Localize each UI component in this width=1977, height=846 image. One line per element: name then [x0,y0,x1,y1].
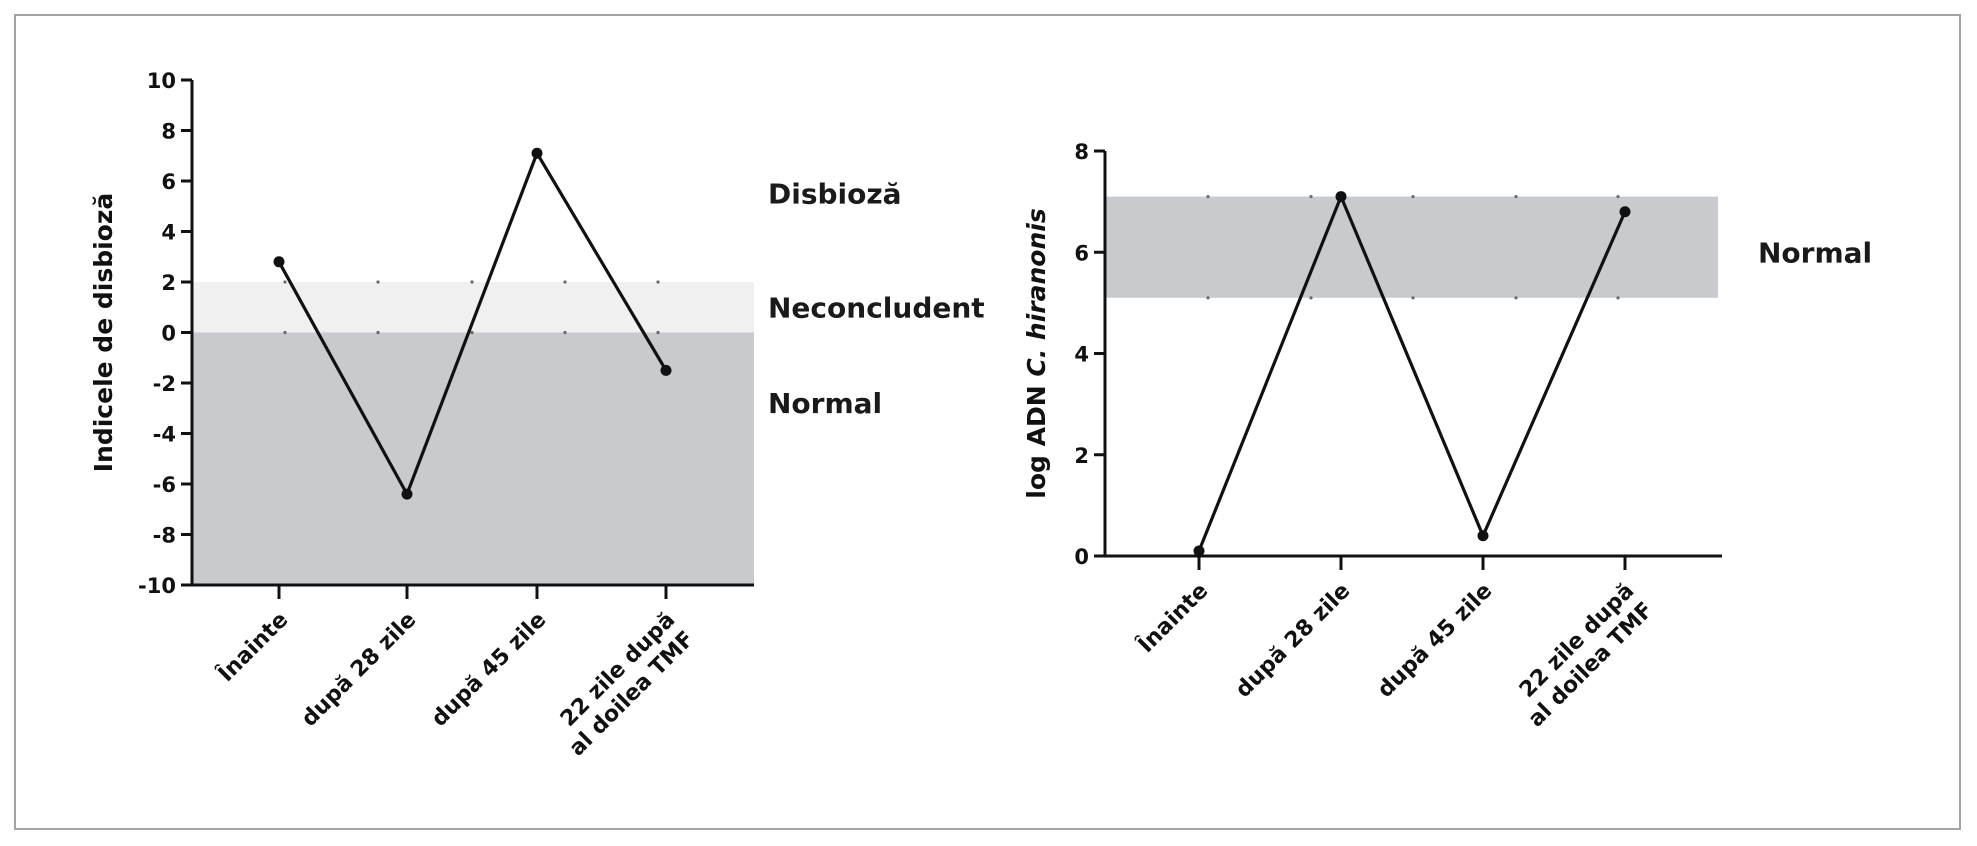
left-category-label: după 28 zile [297,608,421,732]
right-y-tick-label: 4 [1074,343,1089,367]
right-y-axis-title: log ADN C. hiranonis [1022,208,1051,498]
left-y-tick-label: 0 [161,322,176,346]
left-category-label-line: Înainte [213,607,293,687]
right-zone-edge-dot [1411,194,1415,199]
left-category-label: după 45 zile [427,608,551,732]
right-y-axis-title-prefix: log ADN [1022,377,1051,499]
left-y-axis-title: Indicele de disbioză [89,193,118,473]
left-zone-label: Normal [768,387,882,420]
left-zone-edge-dot [470,330,474,335]
left-data-point [273,256,285,268]
right-category-label-line: după 45 zile [1373,579,1497,703]
left-y-tick-label: -10 [138,574,176,598]
right-zone-edge-dot [1616,194,1620,199]
right-zone-edge-dot [1309,194,1313,199]
left-y-tick-label: 2 [161,271,176,295]
right-y-tick-label: 8 [1074,140,1089,164]
right-category-label: după 45 zile [1373,579,1497,703]
left-data-point [660,364,672,376]
dysbiosis-index-chart: 10 8 6 4 2 0 -2 -4 -6 -8 -10 Înainte după 28 zile dup… [89,69,985,761]
left-category-label-line: după 45 zile [427,608,551,732]
left-category-label: 22 zile dupăal doilea TMF [546,608,700,762]
right-data-point [1477,530,1489,542]
left-zone-edge-dot [656,330,660,335]
left-zone-edge-dot [283,280,287,284]
left-y-tick-label: 10 [147,69,176,93]
left-zone-edge-dot [283,330,287,335]
left-data-point [531,147,543,159]
right-zone-edge-dot [1616,296,1620,300]
left-zone-edge-dot [563,280,567,284]
left-zone-edge-dot [563,330,567,335]
left-y-tick-label: 6 [161,170,176,194]
left-data-point [401,488,413,500]
right-zone-edge-dot [1514,194,1518,199]
right-zone-edge-dot [1309,296,1313,300]
right-data-point [1193,545,1205,557]
right-zone-edge-dot [1206,296,1210,300]
right-data-point [1335,191,1347,203]
right-category-label-line: Înainte [1133,578,1213,658]
left-series-line [277,149,668,498]
right-series-line [1197,192,1627,552]
right-y-tick-label: 6 [1074,241,1089,265]
left-zone-edge-dot [376,280,380,284]
right-zone-label: Normal [1758,236,1872,269]
right-y-tick-label: 0 [1074,545,1089,569]
left-y-axis-title-text: Indicele de disbioză [89,193,118,473]
left-y-tick-label: -6 [153,473,176,497]
left-zone-edge-dot [376,330,380,335]
left-y-tick-label: 8 [161,120,176,144]
left-zone-dark-0 [192,332,754,585]
left-zone-label: Disbioză [768,178,902,211]
left-y-tick-label: -8 [153,524,176,548]
right-zone-edge-dot [1514,296,1518,300]
right-data-point [1619,206,1631,218]
left-zone-label: Neconcludent [768,291,985,324]
left-zone-edge-dot [470,280,474,284]
left-category-label: Înainte [213,607,293,687]
c-hiranonis-chart: 8 6 4 2 0 Înainte după 28 zile după 45 zile 22 z… [1022,140,1872,732]
left-y-tick-label: 4 [161,221,176,245]
left-y-tick-label: -4 [153,423,176,447]
right-category-label: Înainte [1133,578,1213,658]
right-zone-edge-dot [1206,194,1210,199]
right-y-axis-title-species: C. hiranonis [1022,208,1051,376]
left-y-tick-label: -2 [153,372,176,396]
right-category-label: după 28 zile [1231,579,1355,703]
right-y-tick-label: 2 [1074,444,1089,468]
left-zone-edge-dot [656,280,660,284]
right-zone-edge-dot [1411,296,1415,300]
right-category-label-line: după 28 zile [1231,579,1355,703]
right-category-label: 22 zile dupăal doilea TMF [1505,579,1659,733]
left-category-label-line: după 28 zile [297,608,421,732]
right-zone-dark-0 [1105,196,1718,298]
